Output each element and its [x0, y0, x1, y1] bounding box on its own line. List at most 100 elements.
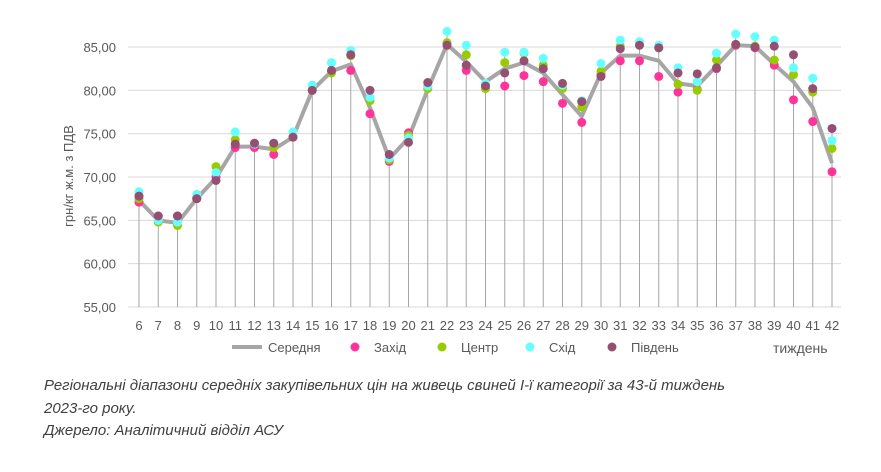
data-point	[808, 84, 818, 94]
data-point	[692, 85, 702, 95]
data-point	[731, 39, 741, 49]
legend-dot-swatch	[350, 342, 360, 352]
y-tick-label: 65,00	[83, 213, 116, 228]
data-point	[365, 92, 375, 102]
data-point	[808, 117, 818, 127]
x-tick-label: 39	[767, 318, 781, 333]
data-point	[307, 85, 317, 95]
x-tick-label: 27	[536, 318, 550, 333]
data-point	[500, 68, 510, 78]
x-axis-ticks: 6 7 8 9 10 11 12 13 14 15 16 17 18 19 20 21 22 23 24 25 26 27…	[135, 318, 839, 333]
x-tick-label: 33	[652, 318, 666, 333]
data-point	[615, 56, 625, 66]
data-point	[615, 35, 625, 45]
data-point	[134, 191, 144, 201]
caption-line-2: 2023-го року.	[44, 399, 137, 417]
data-point	[692, 69, 702, 79]
data-point	[346, 50, 356, 60]
x-tick-label: 15	[305, 318, 319, 333]
drop-lines	[138, 31, 833, 307]
x-tick-label: 26	[517, 318, 531, 333]
data-point	[827, 143, 837, 153]
legend-label: Південь	[631, 340, 679, 355]
data-point	[577, 117, 587, 127]
data-point	[211, 168, 221, 178]
data-point	[288, 132, 298, 142]
data-point	[461, 50, 471, 60]
data-point	[789, 70, 798, 80]
x-tick-label: 14	[286, 318, 300, 333]
data-point	[615, 44, 625, 54]
data-point	[635, 40, 644, 50]
data-point	[769, 55, 779, 65]
data-point	[789, 50, 798, 60]
x-tick-label: 13	[267, 318, 281, 333]
data-point	[423, 78, 433, 88]
legend-dot-swatch	[525, 342, 535, 352]
x-tick-label: 18	[363, 318, 377, 333]
y-tick-label: 55,00	[83, 300, 116, 315]
x-tick-label: 8	[174, 318, 181, 333]
data-point	[192, 194, 202, 204]
data-point	[789, 63, 798, 73]
x-tick-label: 41	[806, 318, 820, 333]
data-point	[173, 211, 182, 221]
data-point	[750, 32, 760, 42]
data-point	[481, 81, 490, 91]
legend-label: Схід	[549, 340, 576, 355]
y-axis-ticks: 55,00 60,00 65,00 70,00 75,00 80,00 85,00	[83, 40, 116, 315]
data-point	[500, 58, 510, 68]
data-point	[365, 109, 375, 119]
legend-dot-swatch	[437, 342, 447, 352]
data-point	[327, 58, 336, 68]
data-point	[712, 63, 721, 73]
data-point	[635, 56, 644, 66]
x-tick-label: 36	[709, 318, 723, 333]
x-tick-label: 25	[498, 318, 512, 333]
data-point	[731, 29, 741, 39]
data-point	[769, 41, 779, 51]
legend-dot-swatch	[607, 342, 617, 352]
data-point	[654, 71, 664, 81]
data-point	[461, 60, 471, 70]
region-dots	[134, 26, 837, 231]
x-tick-label: 19	[382, 318, 396, 333]
legend: Середня Захід Центр Схід Південь	[232, 340, 679, 355]
caption-line-1: Регіональні діапазони середніх закупівел…	[44, 377, 726, 394]
x-tick-label: 11	[229, 318, 243, 333]
data-point	[442, 26, 452, 36]
x-tick-label: 9	[193, 318, 200, 333]
x-tick-label: 12	[247, 318, 261, 333]
x-tick-label: 42	[825, 318, 839, 333]
data-point	[673, 68, 683, 78]
data-point	[827, 167, 837, 177]
data-point	[692, 77, 702, 87]
x-tick-label: 38	[748, 318, 762, 333]
data-point	[519, 47, 529, 57]
data-point	[269, 138, 279, 148]
data-point	[712, 48, 721, 58]
data-point	[558, 98, 567, 108]
data-point	[558, 78, 567, 88]
data-point	[808, 73, 818, 83]
x-tick-label: 10	[209, 318, 223, 333]
x-tick-label: 28	[555, 318, 569, 333]
data-point	[673, 87, 683, 97]
data-point	[827, 123, 837, 133]
x-tick-label: 31	[613, 318, 627, 333]
y-tick-label: 75,00	[83, 127, 116, 142]
data-point	[500, 81, 510, 91]
x-tick-label: 6	[135, 318, 142, 333]
data-point	[442, 40, 452, 50]
data-point	[346, 65, 356, 75]
data-point	[596, 71, 606, 81]
x-tick-label: 22	[440, 318, 454, 333]
x-tick-label: 21	[421, 318, 435, 333]
data-point	[269, 149, 279, 159]
data-point	[500, 47, 510, 57]
x-tick-label: 32	[632, 318, 646, 333]
data-point	[230, 139, 240, 149]
y-axis-label: грн/кг ж.м. з ПДВ	[61, 125, 76, 227]
x-tick-label: 29	[575, 318, 589, 333]
data-point	[384, 149, 394, 159]
